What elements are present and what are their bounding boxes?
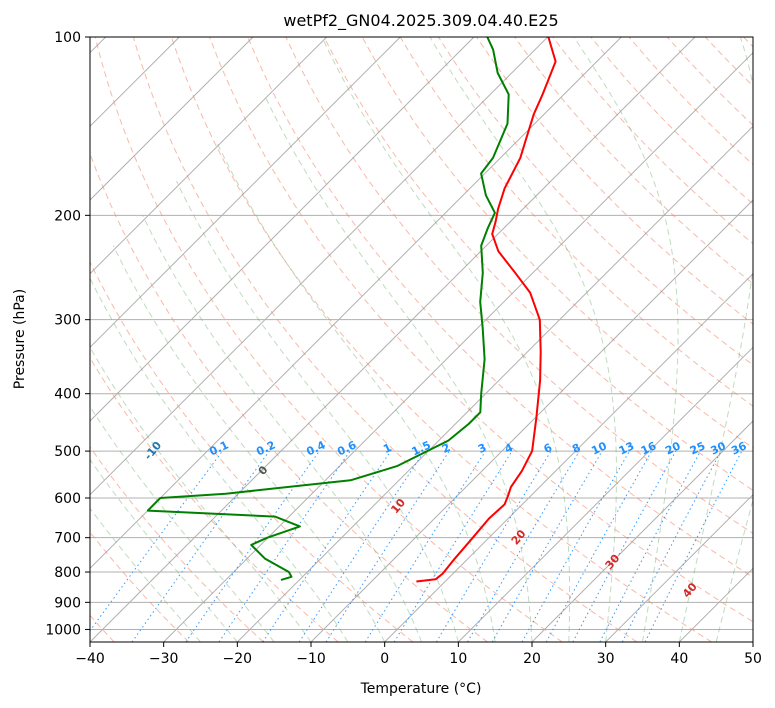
isotherm-line: [605, 493, 753, 642]
dry-adiabat-line: [209, 37, 753, 623]
y-tick-label: 200: [54, 208, 81, 224]
isotherm-line: [90, 37, 696, 642]
dry-adiabat-line: [628, 37, 753, 166]
x-tick-label: 10: [449, 651, 467, 667]
background-lines: [90, 37, 753, 642]
mixing-ratio-line: [435, 450, 552, 642]
moist-adiabat-line: [429, 37, 617, 642]
isotherm-line: [531, 420, 753, 642]
x-tick-label: −40: [75, 651, 105, 667]
mixing-ratio-label: 10: [589, 439, 609, 457]
moist-adiabat-line: [215, 141, 496, 642]
dry-adiabat-line: [514, 37, 753, 285]
y-axis-title: Pressure (hPa): [12, 289, 28, 389]
dry-adiabat-line: [90, 446, 264, 642]
mixing-ratio-line: [599, 450, 701, 642]
dry-adiabat-line: [94, 37, 563, 642]
mixing-ratio-label: 36: [729, 439, 749, 457]
mixing-ratio-line: [218, 450, 351, 642]
moist-adiabat-line: [90, 405, 275, 642]
y-tick-label: 800: [54, 565, 81, 581]
x-axis-title: Temperature (°C): [360, 681, 482, 697]
isotherm-line: [90, 37, 401, 349]
moist-adiabat-line: [321, 37, 571, 642]
moist-adiabat-line: [176, 180, 459, 642]
x-tick-label: −30: [149, 651, 179, 667]
temperature-profile: [416, 37, 557, 583]
chart-title: wetPf2_GN04.2025.309.04.40.E25: [283, 11, 558, 31]
x-tick-label: −20: [223, 651, 253, 667]
isotherm-line: [457, 346, 753, 642]
isotherm-line: [90, 37, 549, 496]
moist-adiabat-line: [112, 245, 386, 642]
y-tick-label: 700: [54, 531, 81, 547]
mixing-ratio-label: 20: [663, 439, 683, 457]
x-tick-label: 0: [380, 651, 389, 667]
mixing-ratio-label: 30: [708, 439, 728, 457]
y-tick-label: 900: [54, 595, 81, 611]
y-tick-label: 500: [54, 444, 81, 460]
y-tick-label: 400: [54, 387, 81, 403]
dry-adiabat-line: [247, 37, 753, 578]
moist-adiabat-line: [90, 507, 201, 642]
moist-adiabat-line: [142, 215, 422, 642]
moist-adiabat-line: [678, 37, 753, 642]
mixing-ratio-line: [298, 450, 425, 642]
x-tick-label: −10: [296, 651, 326, 667]
moist-adiabat-line: [90, 458, 238, 642]
mixing-ratio-line: [325, 450, 450, 642]
y-tick-label: 1000: [45, 622, 81, 638]
dry-adiabat-line: [132, 37, 638, 642]
dewpoint-profile: [146, 37, 510, 581]
y-tick-label: 600: [54, 491, 81, 507]
isotherm-line: [90, 37, 475, 422]
y-tick-label: 300: [54, 313, 81, 329]
mixing-ratio-line: [364, 450, 486, 642]
moist-adiabat-line: [90, 277, 349, 642]
isotherm-line: [163, 51, 753, 642]
x-tick-label: 50: [744, 651, 762, 667]
x-tick-label: 20: [523, 651, 541, 667]
x-tick-label: 30: [597, 651, 615, 667]
mixing-ratio-line: [467, 450, 580, 642]
axes: −40 −30 −20 −10 0 10 20 30 40 50 100 200 300 400 500 60…: [45, 30, 762, 667]
mixing-ratio-line: [262, 450, 392, 642]
isotherm-line: [90, 37, 254, 201]
isotherm-line: [90, 37, 328, 275]
moist-adiabat-line: [573, 37, 679, 642]
moist-adiabat-line: [715, 498, 753, 642]
isotherm-line: [384, 272, 753, 642]
dry-adiabat-line: [361, 37, 753, 449]
y-tick-label: 100: [54, 30, 81, 46]
x-tick-label: 40: [670, 651, 688, 667]
dry-adiabat-line: [323, 37, 753, 491]
mixing-ratio-label: 25: [688, 439, 707, 457]
mixing-ratio-line: [393, 450, 513, 642]
moist-adiabat-line: [263, 94, 533, 642]
dry-adiabat-line: [90, 260, 414, 642]
mixing-ratio-label: 13: [617, 439, 636, 457]
dry-adiabat-line: [399, 37, 753, 407]
moist-adiabat-line: [90, 346, 312, 642]
profile-lines: [146, 37, 557, 583]
plot-frame: [89, 36, 754, 643]
mixing-ratio-label: 16: [639, 439, 659, 457]
dry-adiabat-line: [476, 37, 753, 325]
mixing-ratio-line: [572, 450, 677, 642]
mixing-ratio-line: [185, 450, 320, 642]
isotherm-line: [90, 37, 622, 570]
